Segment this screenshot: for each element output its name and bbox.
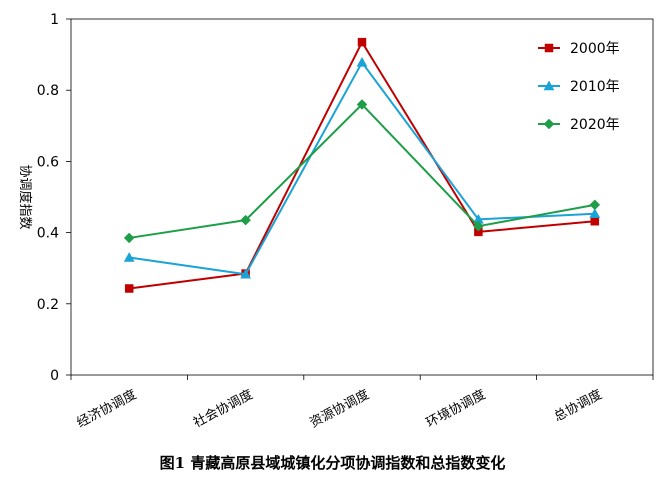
plot-area — [70, 18, 654, 376]
x-tick-label: 社会协调度 — [191, 386, 256, 431]
y-tick-label: 1 — [50, 12, 59, 28]
y-tick-label: 0.8 — [37, 83, 59, 99]
y-axis-title: 协调度指数 — [17, 164, 33, 229]
legend-label: 2020年 — [570, 117, 620, 133]
data-point — [356, 99, 368, 110]
legend-item: 2020年 — [538, 117, 620, 133]
y-tick-label: 0 — [50, 368, 59, 384]
data-point — [590, 216, 600, 226]
series-3 — [123, 99, 601, 244]
legend-marker — [543, 80, 555, 91]
legend-item: 2010年 — [538, 79, 620, 95]
legend-label: 2010年 — [570, 79, 620, 95]
x-tick-label: 经济协调度 — [74, 386, 139, 431]
data-point — [589, 199, 601, 211]
legend-item: 2000年 — [538, 41, 620, 57]
x-tick-label: 总协调度 — [551, 386, 604, 425]
data-point — [124, 284, 134, 293]
y-tick-label: 0.4 — [37, 226, 59, 242]
legend-marker — [543, 118, 555, 130]
y-tick-label: 0.2 — [37, 297, 59, 313]
series-1 — [124, 37, 600, 293]
data-point — [123, 232, 135, 244]
series-line — [129, 61, 595, 276]
series-line — [129, 103, 595, 239]
series-line — [129, 41, 595, 290]
data-point — [589, 208, 601, 218]
x-tick-label: 环境协调度 — [423, 386, 488, 431]
x-tick-label: 资源协调度 — [307, 386, 372, 431]
data-point — [473, 220, 484, 232]
legend-label: 2000年 — [570, 41, 620, 57]
data-point — [356, 56, 368, 67]
figure-caption: 图1 青藏高原县域城镇化分项协调指数和总指数变化 — [159, 454, 506, 472]
data-point — [240, 268, 252, 279]
legend-marker — [544, 43, 554, 53]
y-tick-label: 0.6 — [37, 154, 59, 170]
data-point — [357, 37, 367, 47]
data-point — [240, 214, 251, 226]
series-2 — [123, 56, 601, 279]
data-point — [123, 252, 135, 262]
